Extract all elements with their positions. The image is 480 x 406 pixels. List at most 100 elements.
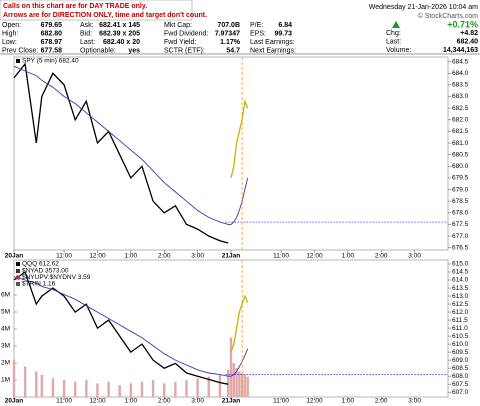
quote-label: High: — [2, 30, 18, 37]
quote-label: Next Earnings: — [250, 47, 296, 54]
x-tick-label: 1:00 — [342, 253, 355, 260]
x-tick-label: 3:00 — [191, 398, 204, 405]
y2-tick-label: 3M — [1, 343, 10, 350]
notice-line: Arrows are for DIRECTION ONLY, time and … — [3, 12, 207, 19]
y-tick-label: 611.5 — [452, 317, 468, 324]
quote-value: 707.0B — [217, 22, 240, 29]
legend-text: $TRIN 1.16 — [22, 281, 56, 288]
y-tick-label: 684.0 — [452, 70, 469, 77]
volume-bar — [40, 374, 44, 397]
quote-value: 679.65 — [41, 22, 63, 29]
x-tick-label: 12:00 — [89, 253, 106, 260]
volume-bar — [243, 374, 247, 397]
quote-value: +4.82 — [460, 30, 478, 37]
quote-label: Volume: — [386, 47, 411, 54]
volume-bar — [174, 381, 177, 397]
y-tick-label: 611.0 — [452, 325, 468, 332]
y-tick-label: 681.5 — [452, 128, 469, 135]
quote-value: 99.73 — [274, 30, 292, 37]
y-tick-label: 609.0 — [452, 357, 469, 364]
y2-tick-label: 1M — [1, 377, 10, 384]
y-tick-label: 681.0 — [452, 140, 469, 147]
quote-label: Last Earnings: — [250, 39, 295, 46]
x-tick-label: 3:00 — [408, 253, 421, 260]
x-tick-label: 2:00 — [158, 253, 171, 260]
y-tick-label: 683.0 — [452, 93, 469, 100]
x-tick-label: 2:00 — [375, 253, 388, 260]
quote-value: 682.40 x 20 — [103, 39, 140, 46]
volume-bar — [232, 363, 235, 397]
volume-bar — [151, 380, 155, 397]
volume-bar — [35, 371, 38, 397]
y-tick-label: 679.0 — [452, 186, 469, 193]
y-tick-label: 614.0 — [452, 277, 469, 284]
x-tick-label: 2:00 — [158, 398, 171, 405]
quote-value: 682.80 — [41, 30, 63, 37]
volume-bar — [85, 380, 88, 397]
quote-value: 7.97347 — [215, 30, 240, 37]
quote-value: 14,344,163 — [443, 47, 478, 54]
legend-text: $NYAD 3573.00 — [22, 268, 69, 275]
x-tick-label: 20Jan — [5, 398, 23, 405]
x-tick-label: 1:00 — [342, 398, 355, 405]
quote-value: 682.39 x 205 — [99, 30, 140, 37]
volume-bar — [74, 381, 77, 397]
quote-value: 1.17% — [220, 39, 241, 46]
quote-label: Fwd Yield: — [164, 39, 196, 46]
y-tick-label: 607.5 — [452, 381, 469, 388]
quote-label: Bid: — [80, 30, 92, 37]
quote-label: Low: — [2, 39, 17, 46]
y-tick-label: 677.0 — [452, 233, 469, 240]
y-tick-label: 612.0 — [452, 309, 469, 316]
notice-box — [0, 0, 193, 21]
volume-bar — [129, 383, 133, 397]
y-tick-label: 610.5 — [452, 333, 469, 340]
quote-label: Ask: — [80, 22, 94, 29]
y2-tick-label: 2M — [1, 360, 10, 367]
y-tick-label: 614.5 — [452, 269, 469, 276]
volume-bar — [118, 385, 121, 397]
legend-text: $NYUPV:$NYDNV 3.59 — [22, 274, 91, 281]
x-tick-label: 11:00 — [56, 253, 72, 260]
y-tick-label: 683.5 — [452, 82, 469, 89]
y-tick-label: 678.5 — [452, 198, 469, 205]
volume-bar — [246, 376, 249, 397]
y2-tick-label: 6M — [1, 292, 10, 299]
quote-value: 678.97 — [41, 39, 63, 46]
quote-label: P/E: — [250, 22, 263, 29]
y-tick-label: 679.5 — [452, 175, 469, 182]
legend-swatch — [16, 269, 20, 273]
volume-bar — [235, 368, 238, 397]
volume-bar — [107, 381, 110, 397]
y-tick-label: 608.0 — [452, 373, 469, 380]
x-tick-label: 2:00 — [375, 398, 388, 405]
x-tick-label: 1:00 — [125, 253, 138, 260]
legend-swatch — [16, 282, 20, 286]
y2-tick-label: 5M — [1, 309, 10, 316]
volume-bar — [218, 374, 222, 397]
legend-swatch — [16, 275, 20, 280]
volume-bar — [163, 383, 166, 397]
volume-bar — [62, 380, 66, 397]
quote-value: 677.58 — [41, 47, 63, 54]
date: Wednesday 21-Jan-2026 10:04 am — [369, 4, 478, 11]
x-tick-label: 21Jan — [222, 398, 240, 405]
y-tick-label: 682.0 — [452, 117, 469, 124]
y-tick-label: 613.5 — [452, 285, 469, 292]
y-tick-label: 615.0 — [452, 261, 469, 268]
legend-swatch — [16, 59, 20, 63]
quote-label: Last: — [386, 38, 401, 45]
notice-line: Calls on this chart are for DAY TRADE on… — [3, 3, 147, 10]
legend-swatch — [16, 262, 20, 266]
quote-value: 54.7 — [226, 47, 240, 54]
quote-value: 682.41 x 145 — [99, 22, 140, 29]
volume-bar — [96, 383, 99, 397]
quote-label: Last: — [80, 39, 95, 46]
volume-bar — [207, 376, 210, 397]
chart-title: SPY (5 min) 682.40 — [22, 58, 79, 65]
y2-tick-label: 4M — [1, 326, 10, 333]
quote-label: Fwd Dividend: — [164, 30, 208, 37]
volume-bar — [185, 380, 188, 397]
price-line — [13, 270, 229, 385]
